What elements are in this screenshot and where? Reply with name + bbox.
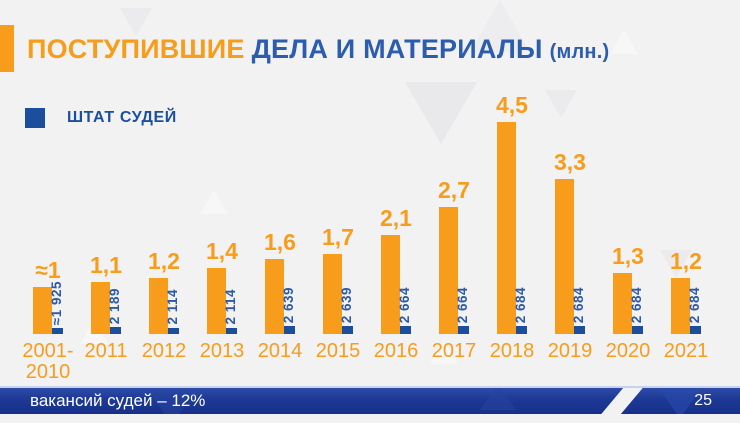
judges-value-label: 2 639	[281, 286, 296, 323]
bar-group: 1,4 2 114	[206, 0, 238, 334]
bar-group: ≈1 ≈1 925	[33, 0, 64, 334]
cases-value-label: 1,2	[670, 248, 702, 274]
cases-value-label: 2,7	[438, 177, 470, 203]
judges-bar	[574, 326, 585, 334]
legend-swatch-icon	[25, 108, 45, 128]
bar-group: 1,6 2 639	[264, 0, 296, 334]
x-axis-year-label: 2016	[373, 340, 419, 362]
judges-bar	[342, 326, 353, 334]
judges-value-label: 2 114	[165, 289, 180, 325]
x-axis-year-label: 2014	[257, 340, 303, 362]
judges-value-label: 2 684	[687, 286, 702, 323]
cases-value-label: 1,2	[148, 248, 180, 274]
page-number: 25	[694, 392, 712, 409]
x-axis-year-label: 2018	[489, 340, 535, 362]
cases-bar	[613, 273, 632, 334]
cases-bar	[207, 268, 226, 334]
cases-bar	[439, 207, 458, 334]
bar-group: 1,2 2 684	[670, 0, 702, 334]
cases-value-label: ≈1	[35, 257, 61, 283]
x-axis-year-label: 2019	[547, 340, 593, 362]
bar-group: 2,1 2 664	[380, 0, 412, 334]
judges-bar	[458, 326, 469, 334]
cases-bar	[33, 287, 52, 334]
cases-value-label: 2,1	[380, 205, 412, 231]
cases-bar	[555, 179, 574, 334]
cases-value-label: 4,5	[496, 92, 528, 118]
legend: ШТАТ СУДЕЙ	[25, 108, 177, 128]
bg-triangle-decoration	[405, 82, 477, 144]
judges-bar	[168, 328, 179, 334]
footer-triangle-decoration	[660, 390, 700, 414]
bar-group: 1,1 2 189	[90, 0, 122, 334]
cases-bar	[149, 278, 168, 334]
judges-value-label: 2 639	[339, 286, 354, 323]
judges-bar	[284, 326, 295, 334]
title-unit: (млн.)	[549, 41, 610, 63]
cases-value-label: 3,3	[554, 149, 586, 175]
title-accent-bar	[0, 25, 14, 72]
bg-triangle-decoration	[200, 190, 228, 214]
cases-bar	[265, 259, 284, 334]
bar-group: 3,3 2 684	[554, 0, 586, 334]
bar-group: 1,7 2 639	[322, 0, 354, 334]
cases-value-label: 1,6	[264, 229, 296, 255]
bg-triangle-decoration	[470, 0, 530, 52]
judges-value-label: 2 664	[397, 286, 412, 323]
title-blue-part: ДЕЛА И МАТЕРИАЛЫ	[251, 34, 543, 64]
cases-value-label: 1,3	[612, 243, 644, 269]
judges-value-label: ≈1 925	[49, 280, 64, 325]
x-axis-year-label: 2017	[431, 340, 477, 362]
judges-value-label: 2 189	[107, 287, 122, 324]
x-axis-year-label: 2015	[315, 340, 361, 362]
judges-bar	[690, 326, 701, 334]
cases-bar	[323, 254, 342, 334]
judges-bar	[516, 326, 527, 334]
judges-bar	[400, 326, 411, 334]
judges-bar	[632, 326, 643, 334]
bg-triangle-decoration	[610, 30, 638, 54]
x-axis-year-label: 2001- 2010	[22, 340, 74, 383]
cases-bar	[381, 235, 400, 334]
cases-value-label: 1,7	[322, 224, 354, 250]
page-title: ПОСТУПИВШИЕ ДЕЛА И МАТЕРИАЛЫ (млн.)	[27, 34, 609, 65]
judges-value-label: 2 684	[629, 286, 644, 323]
cases-bar	[497, 122, 516, 334]
bg-triangle-decoration	[660, 250, 692, 278]
x-axis-year-label: 2013	[199, 340, 245, 362]
legend-label: ШТАТ СУДЕЙ	[67, 109, 177, 126]
bar-group: 1,2 2 114	[148, 0, 180, 334]
judges-value-label: 2 114	[223, 289, 238, 325]
bg-triangle-decoration	[120, 8, 152, 36]
bar-group: 4,5 2 684	[496, 0, 528, 334]
judges-value-label: 2 684	[513, 286, 528, 323]
cases-value-label: 1,1	[90, 252, 122, 278]
cases-bar	[91, 282, 110, 334]
judges-bar	[110, 327, 121, 334]
cases-value-label: 1,4	[206, 238, 238, 264]
cases-bar	[671, 278, 690, 334]
x-axis-year-label: 2020	[605, 340, 651, 362]
judges-bar	[226, 328, 237, 334]
title-orange-part: ПОСТУПИВШИЕ	[27, 34, 245, 64]
footer-vacancy-text: вакансий судей – 12%	[30, 391, 206, 410]
x-axis-year-label: 2011	[84, 340, 128, 362]
x-axis-year-label: 2012	[141, 340, 187, 362]
judges-bar	[52, 328, 63, 334]
judges-value-label: 2 664	[455, 286, 470, 323]
x-axis-year-label: 2021	[663, 340, 709, 362]
bg-triangle-decoration	[430, 340, 458, 364]
footer-bar: вакансий судей – 12% 25	[0, 386, 740, 414]
judges-value-label: 2 684	[571, 286, 586, 323]
bar-group: 1,3 2 684	[612, 0, 644, 334]
footer-triangle-decoration	[150, 394, 194, 414]
footer-diagonal-stripe	[595, 388, 644, 414]
footer-triangle-decoration	[480, 388, 516, 410]
bg-triangle-decoration	[545, 90, 577, 118]
bar-group: 2,7 2 664	[438, 0, 470, 334]
